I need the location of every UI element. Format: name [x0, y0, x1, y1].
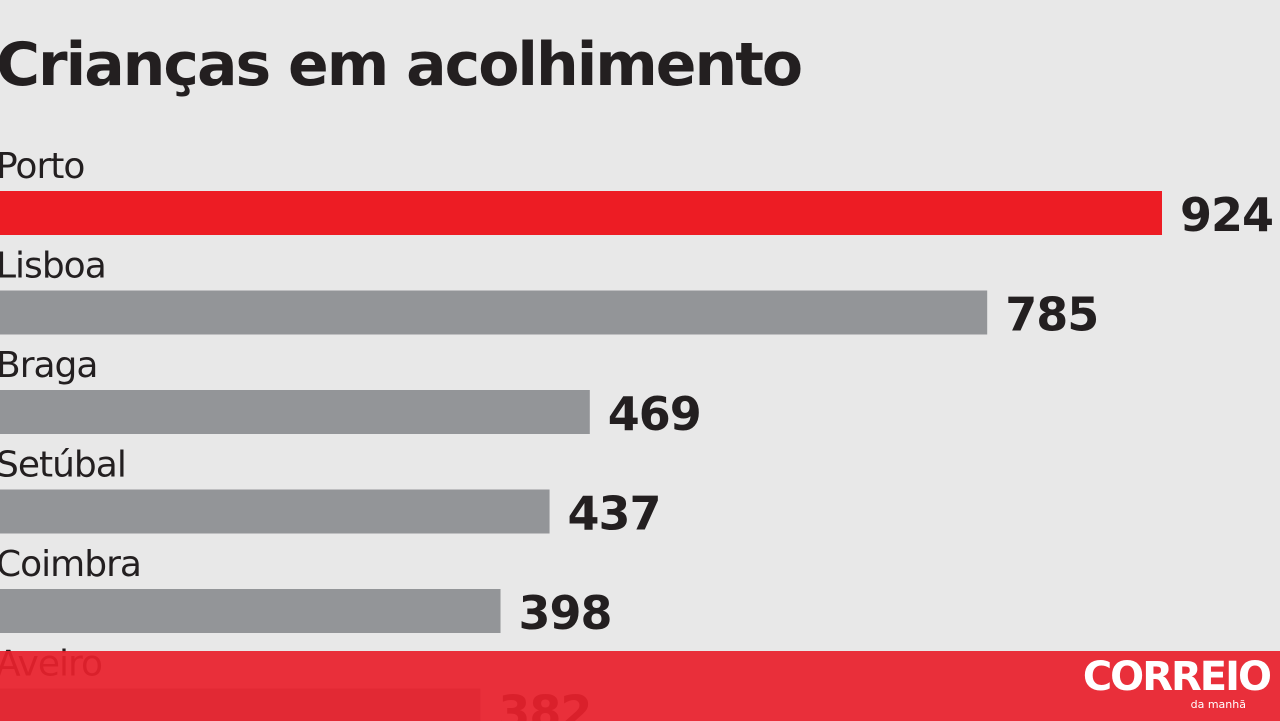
category-label-0: Porto [0, 146, 84, 187]
chart-title: Crianças em acolhimento [0, 30, 803, 100]
logo-text: CORREIO [1082, 654, 1272, 700]
bar-4 [0, 589, 501, 633]
value-label-2: 469 [608, 387, 701, 441]
correio-da-manha-logo: CORREIO da manhã [1082, 654, 1272, 711]
bar-2 [0, 390, 590, 434]
bar-1 [0, 290, 988, 335]
brand-footer-bar: CORREIO da manhã [0, 651, 1280, 721]
value-label-4: 398 [519, 586, 612, 640]
category-label-1: Lisboa [0, 246, 106, 287]
category-label-3: Setúbal [0, 445, 126, 486]
category-label-2: Braga [0, 345, 97, 386]
value-label-0: 924 [1180, 188, 1273, 242]
bar-0 [0, 191, 1162, 235]
value-label-3: 437 [568, 487, 661, 541]
value-label-1: 785 [1005, 288, 1098, 342]
logo-tagline: da manhã [1190, 698, 1246, 711]
bar-3 [0, 489, 550, 534]
category-label-4: Coimbra [0, 544, 141, 585]
